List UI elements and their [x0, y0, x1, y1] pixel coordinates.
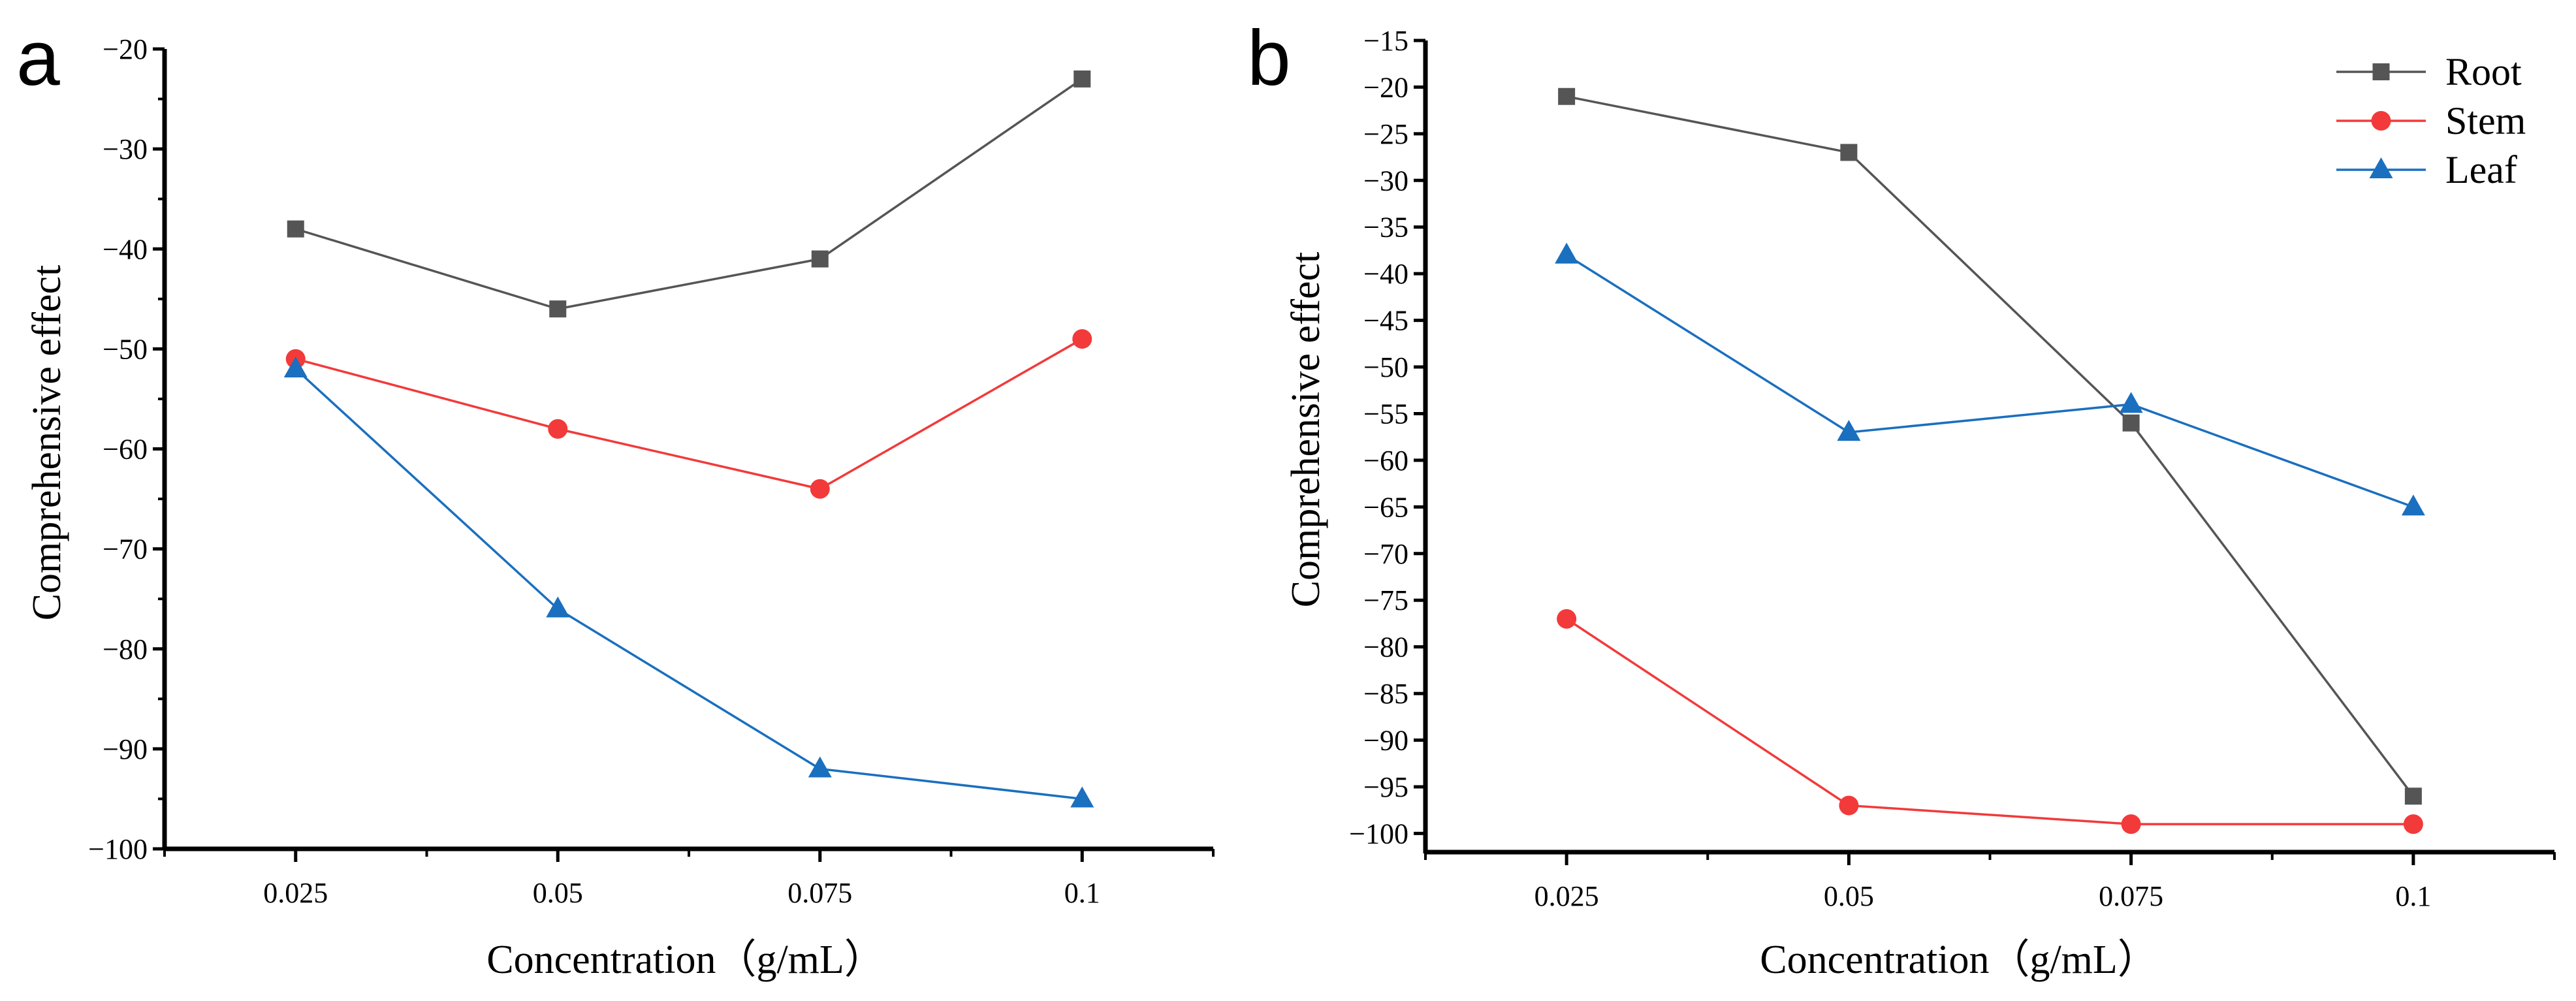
panel-b-leaf-point — [2119, 392, 2143, 413]
panel-b-y-tick-label: −50 — [1363, 351, 1408, 383]
panel-b-y-tick-label: −85 — [1363, 678, 1408, 710]
panel-b-y-tick-label: −55 — [1363, 398, 1408, 430]
panel-b-x-tick-label: 0.05 — [1824, 880, 1874, 912]
panel-b-y-tick-label: −60 — [1363, 445, 1408, 477]
panel-a-y-tick-label: −20 — [103, 33, 148, 65]
panel-a-leaf-point — [283, 357, 308, 377]
panel-b-x-tick-label: 0.1 — [2395, 880, 2431, 912]
panel-a-y-axis-title: Comprehensive effect — [25, 265, 69, 621]
panel-b-series — [1555, 87, 2425, 834]
panel-a-leaf-line — [294, 368, 1083, 801]
panel-b-stem-line — [1566, 618, 2413, 825]
panel-b-leaf-point — [1837, 420, 1861, 441]
panel-a-stem-line — [295, 338, 1083, 490]
legend-root-marker — [2372, 63, 2390, 80]
panel-a-y-tick-label: −50 — [103, 333, 148, 365]
panel-a-y-tick-label: −70 — [103, 533, 148, 565]
legend-root-label: Root — [2445, 50, 2522, 93]
panel-b-x-tick-label: 0.075 — [2099, 880, 2163, 912]
panel-b-y-tick-label: −70 — [1363, 538, 1408, 570]
panel-a-x-tick-label: 0.075 — [787, 877, 852, 909]
panel-b-stem-point — [1839, 795, 1859, 816]
panel-a-root-point — [1073, 70, 1091, 87]
panel-b-root-point — [1558, 87, 1576, 105]
panel-b-axes — [1423, 40, 2554, 855]
panel-b-y-tick-label: −75 — [1363, 584, 1408, 616]
panel-b-leaf-line — [1566, 254, 2414, 509]
panel-b-stem-point — [2403, 814, 2423, 834]
panel-a-y-ticks: −100 −90 −80 −70 −60 −50 −40 −30 −20 — [88, 33, 165, 865]
panel-b-y-tick-label: −25 — [1363, 118, 1408, 150]
panel-b-leaf-point — [1555, 242, 1579, 264]
panel-a-root-point — [287, 220, 304, 238]
panel-b-y-tick-label: −45 — [1363, 305, 1408, 337]
panel-b-label: b — [1247, 14, 1291, 102]
panel-a-y-tick-label: −30 — [103, 133, 148, 165]
panel-b-y-tick-label: −65 — [1363, 491, 1408, 523]
panel-b-y-tick-label: −100 — [1349, 818, 1408, 850]
panel-a-label: a — [16, 14, 60, 102]
panel-b-root-line — [1566, 95, 2415, 797]
panel-a-leaf-point — [1070, 786, 1094, 808]
panel-b-x-ticks: 0.025 0.05 0.075 0.1 — [1424, 852, 2556, 912]
panel-a-x-tick-label: 0.1 — [1064, 877, 1100, 909]
panel-a-x-tick-label: 0.05 — [533, 877, 583, 909]
panel-a-root-point — [811, 250, 829, 268]
panel-a: a −100 −90 −80 −70 −60 −50 −40 −30 −20 0.025 0.05… — [16, 14, 1215, 982]
legend-stem-marker — [2371, 111, 2391, 131]
panel-b-x-tick-label: 0.025 — [1534, 880, 1599, 912]
panel-b-y-ticks: −100 −95 −90 −85 −80 −75 −70 −65 −60 −55 −50 −45 −40… — [1349, 25, 1425, 850]
panel-b-x-axis-title: Concentration（g/mL） — [1760, 938, 2158, 982]
panel-a-x-ticks: 0.025 0.05 0.075 0.1 — [163, 849, 1215, 909]
panel-b-leaf-point — [2401, 494, 2425, 516]
panel-a-leaf-point — [808, 756, 832, 778]
panel-b-y-tick-label: −80 — [1363, 631, 1408, 663]
legend-leaf-label: Leaf — [2445, 148, 2517, 191]
panel-b-y-axis-title: Comprehensive effect — [1284, 252, 1328, 608]
legend-stem-label: Stem — [2445, 99, 2526, 142]
panel-a-root-line — [295, 78, 1083, 310]
panel-a-stem-point — [810, 479, 830, 499]
panel-b: b −100−95−90−85−80−75−70−65−60−55−50−45−… — [1247, 14, 2556, 982]
panel-a-y-tick-label: −80 — [103, 633, 148, 665]
panel-b-root-point — [2404, 787, 2422, 805]
panel-b-y-tick-label: −40 — [1363, 258, 1408, 290]
panel-b-y-tick-label: −90 — [1363, 725, 1408, 757]
panel-a-y-tick-label: −90 — [103, 733, 148, 765]
panel-b-legend: Root Stem Leaf — [2336, 50, 2526, 191]
panel-a-x-axis-title: Concentration（g/mL） — [486, 938, 885, 982]
panel-a-x-tick-label: 0.025 — [263, 877, 328, 909]
legend-leaf-marker — [2369, 157, 2393, 178]
panel-a-series — [283, 70, 1094, 808]
panel-a-stem-point — [1072, 329, 1092, 349]
panel-a-root-point — [549, 300, 567, 318]
panel-b-stem-point — [2121, 814, 2141, 834]
panel-a-stem-point — [548, 419, 568, 439]
panel-b-y-tick-label: −20 — [1363, 71, 1408, 103]
panel-b-y-tick-label: −35 — [1363, 212, 1408, 244]
panel-b-y-tick-label: −30 — [1363, 165, 1408, 197]
panel-b-root-point — [2122, 414, 2140, 432]
panel-a-y-tick-label: −60 — [103, 434, 148, 466]
panel-a-y-tick-label: −40 — [103, 233, 148, 265]
panel-a-leaf-point — [546, 596, 570, 618]
panel-b-y-tick-label: −95 — [1363, 771, 1408, 803]
panel-b-stem-point — [1557, 609, 1577, 629]
panel-a-axes — [162, 49, 1213, 851]
panel-b-root-point — [1840, 144, 1858, 161]
panel-b-y-tick-label: −15 — [1363, 25, 1408, 57]
panel-a-y-tick-label: −100 — [88, 833, 148, 865]
